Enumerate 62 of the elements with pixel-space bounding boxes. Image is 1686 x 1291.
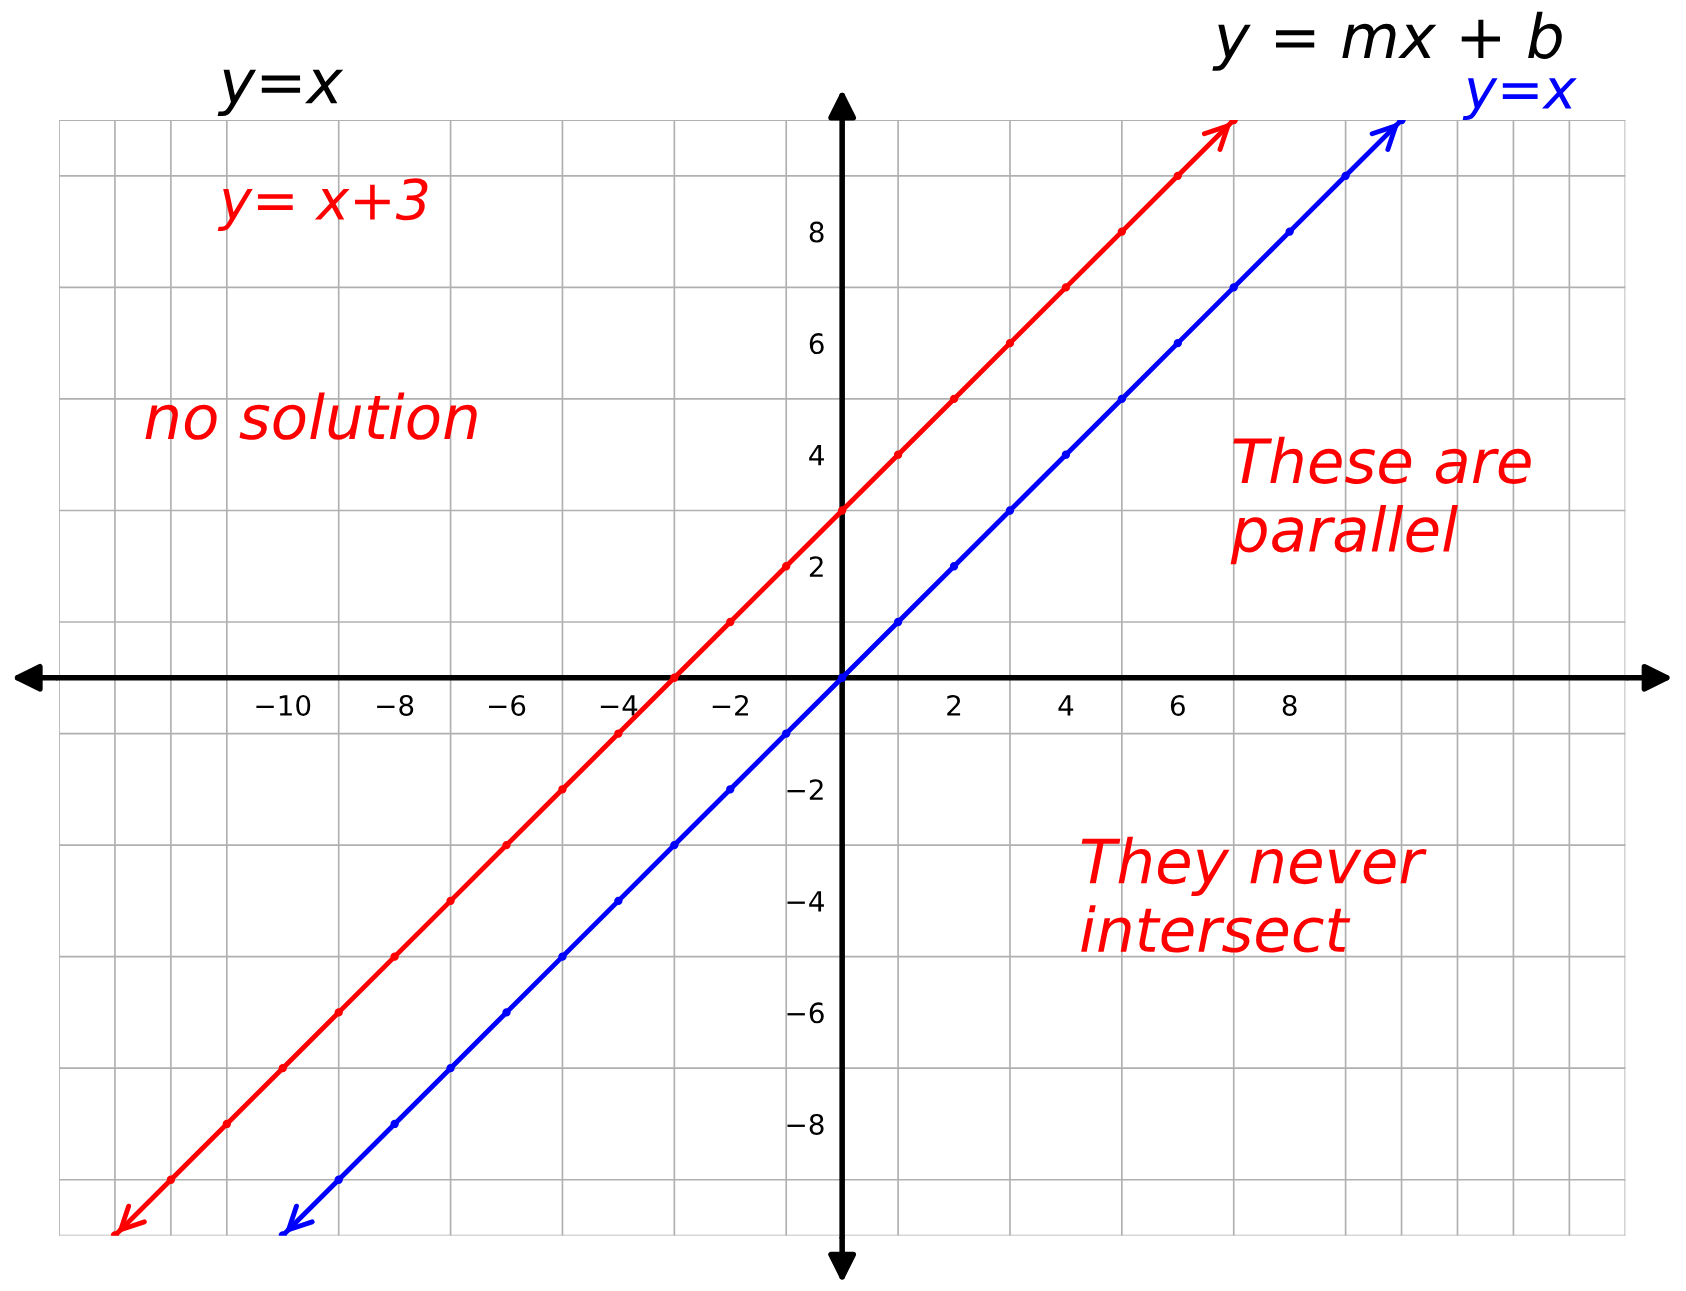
text: y = mx + b xyxy=(1212,11,1562,71)
point xyxy=(1173,338,1182,348)
point xyxy=(222,1119,231,1129)
point xyxy=(949,562,959,571)
x-tick-label: −6 xyxy=(488,694,526,716)
point xyxy=(782,729,791,738)
y-tick-label: 6 xyxy=(809,333,824,355)
point xyxy=(502,840,511,850)
point xyxy=(726,785,735,794)
point xyxy=(390,952,399,961)
point xyxy=(893,450,903,459)
text: y= x+3 xyxy=(217,178,428,232)
x-tick-label: −10 xyxy=(256,694,311,716)
point xyxy=(334,1175,343,1184)
y-tick-label: 8 xyxy=(809,221,824,243)
x-tick-label: −4 xyxy=(600,695,638,716)
point xyxy=(1285,227,1294,236)
y-tick-label: 2 xyxy=(809,556,823,577)
x-tick-label: 2 xyxy=(947,694,961,716)
point xyxy=(949,394,959,404)
point xyxy=(1005,338,1015,348)
point xyxy=(837,673,847,682)
point xyxy=(782,562,791,571)
point xyxy=(558,785,567,794)
point xyxy=(1229,283,1238,292)
x-tick-label: −2 xyxy=(712,694,748,716)
point xyxy=(614,896,623,906)
y-tick-label: −2 xyxy=(787,779,823,800)
x-tick-label: 6 xyxy=(1170,694,1185,716)
point xyxy=(1061,283,1071,292)
point xyxy=(670,673,679,682)
point xyxy=(166,1175,176,1184)
point xyxy=(446,896,455,906)
point xyxy=(558,952,567,961)
y-tick-label: −4 xyxy=(787,891,824,912)
point xyxy=(1173,171,1182,181)
point xyxy=(726,617,735,627)
y-tick-label: −8 xyxy=(787,1113,824,1135)
point xyxy=(446,1064,455,1073)
point xyxy=(893,617,903,627)
point xyxy=(1005,506,1015,515)
text: y=x xyxy=(217,69,344,116)
x-tick-label: −8 xyxy=(377,694,414,716)
y-tick-label: −6 xyxy=(787,1002,824,1024)
y-tick-label: 4 xyxy=(809,444,824,466)
point xyxy=(1117,394,1127,404)
legend-label: y=x xyxy=(1462,78,1577,121)
x-tick-label: 8 xyxy=(1282,694,1297,716)
annotation: no solution xyxy=(145,392,477,440)
point xyxy=(1117,227,1127,236)
point xyxy=(1341,171,1350,181)
point xyxy=(614,729,623,738)
annotation: These are parallel xyxy=(1230,436,1531,565)
point xyxy=(334,1008,343,1017)
point xyxy=(278,1064,287,1073)
point xyxy=(670,840,679,850)
point xyxy=(1061,450,1071,459)
point xyxy=(837,506,847,515)
x-tick-label: 4 xyxy=(1058,695,1074,716)
annotation: They never intersect xyxy=(1081,836,1427,953)
point xyxy=(502,1008,511,1017)
point xyxy=(390,1119,399,1129)
